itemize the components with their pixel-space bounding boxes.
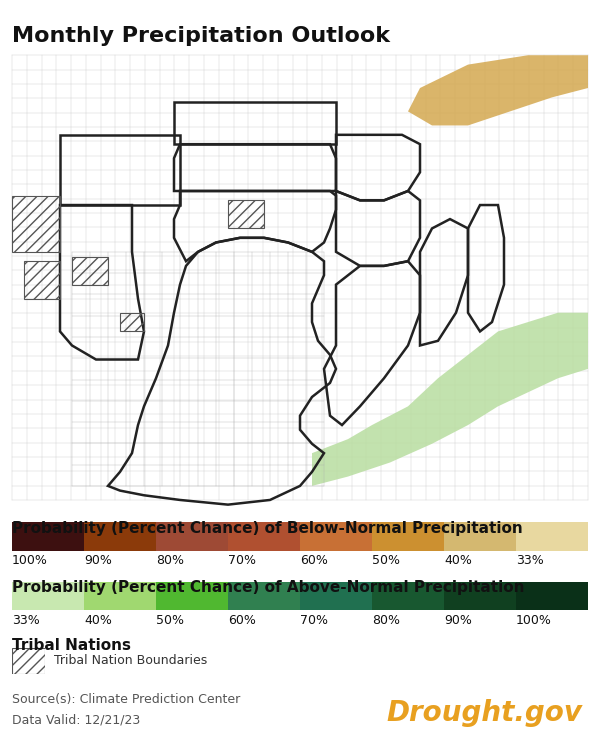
Text: 50%: 50%	[372, 554, 400, 567]
Bar	[84, 582, 156, 610]
Text: Drought.gov: Drought.gov	[386, 699, 582, 727]
Bar	[516, 522, 588, 551]
Text: Probability (Percent Chance) of Below-Normal Precipitation: Probability (Percent Chance) of Below-No…	[12, 521, 523, 536]
Bar	[444, 582, 516, 610]
Text: 70%: 70%	[300, 614, 328, 627]
Bar	[444, 522, 516, 551]
Bar	[300, 522, 372, 551]
Bar	[156, 522, 228, 551]
Text: 40%: 40%	[444, 554, 472, 567]
Bar	[84, 522, 156, 551]
Bar	[120, 313, 144, 331]
Text: 70%: 70%	[228, 554, 256, 567]
Bar	[372, 582, 444, 610]
Bar	[516, 582, 588, 610]
Text: Source(s): Climate Prediction Center: Source(s): Climate Prediction Center	[12, 693, 240, 706]
Bar	[12, 522, 84, 551]
Text: Tribal Nations: Tribal Nations	[12, 638, 131, 653]
Bar	[228, 582, 300, 610]
Text: 80%: 80%	[372, 614, 400, 627]
Text: Monthly Precipitation Outlook: Monthly Precipitation Outlook	[12, 26, 390, 46]
Text: 60%: 60%	[228, 614, 256, 627]
Bar	[24, 261, 60, 299]
Bar	[372, 522, 444, 551]
Text: 90%: 90%	[84, 554, 112, 567]
Text: 60%: 60%	[300, 554, 328, 567]
Bar	[12, 582, 84, 610]
Text: 40%: 40%	[84, 614, 112, 627]
Bar	[12, 195, 60, 252]
Bar	[72, 256, 108, 285]
Bar	[156, 582, 228, 610]
Text: Tribal Nation Boundaries: Tribal Nation Boundaries	[54, 654, 207, 667]
Text: 50%: 50%	[156, 614, 184, 627]
Bar	[228, 522, 300, 551]
Text: 33%: 33%	[516, 554, 544, 567]
Text: 90%: 90%	[444, 614, 472, 627]
Text: 100%: 100%	[516, 614, 552, 627]
Text: Data Valid: 12/21/23: Data Valid: 12/21/23	[12, 713, 140, 726]
Text: 33%: 33%	[12, 614, 40, 627]
Polygon shape	[408, 55, 588, 125]
Polygon shape	[312, 313, 588, 486]
Text: Probability (Percent Chance) of Above-Normal Precipitation: Probability (Percent Chance) of Above-No…	[12, 580, 524, 595]
Text: 80%: 80%	[156, 554, 184, 567]
Bar	[228, 200, 264, 228]
Bar	[300, 582, 372, 610]
Text: 100%: 100%	[12, 554, 48, 567]
